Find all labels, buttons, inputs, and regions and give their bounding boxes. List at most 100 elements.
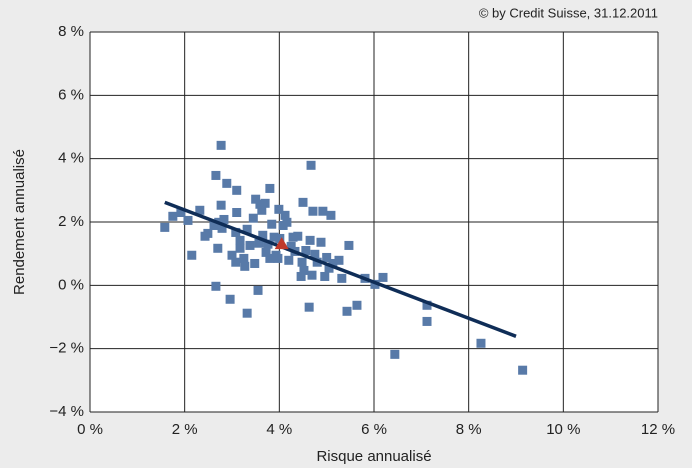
data-point [378,272,388,282]
data-point [307,270,317,280]
data-point [282,217,292,227]
data-point [168,211,178,221]
data-point [274,204,284,214]
data-point [211,170,221,180]
data-point [275,233,285,243]
x-tick-label: 8 % [456,421,482,438]
data-point [305,235,315,245]
y-tick-label: 2 % [58,213,84,230]
data-point [269,232,279,242]
data-point [242,224,252,234]
data-point [242,308,252,318]
data-point [299,265,309,275]
data-point [200,231,210,241]
y-axis-label: Rendement annualisé [11,149,28,295]
x-tick-label: 10 % [546,421,580,438]
data-point [222,178,232,188]
y-tick-label: −4 % [49,403,84,420]
data-point [320,271,330,281]
data-point [235,235,245,245]
y-tick-label: 6 % [58,86,84,103]
data-point [245,240,255,250]
highlight-point [274,237,289,250]
data-point [225,294,235,304]
data-point [187,250,197,260]
data-point [318,206,328,216]
data-point [301,246,311,255]
y-tick-label: −2 % [49,340,84,357]
data-point [293,231,303,241]
data-point [265,253,275,263]
data-point [273,253,283,263]
data-point [231,227,241,237]
data-point [235,243,245,253]
data-point [328,258,338,268]
data-point [260,198,270,208]
data-point [422,300,432,310]
data-point [390,349,400,359]
data-point [251,194,261,204]
data-point [306,160,316,170]
data-point [308,206,318,216]
data-point [240,261,250,271]
data-point [254,238,264,248]
data-point [227,250,237,260]
data-point [176,208,186,217]
data-point [219,214,229,224]
data-point [334,255,344,265]
data-point [195,205,205,215]
x-tick-label: 12 % [641,421,675,438]
data-point [286,241,296,251]
x-axis-label: Risque annualisé [316,448,431,465]
data-point [183,215,193,225]
data-point [265,183,275,193]
data-point [217,223,227,233]
data-point [518,365,528,375]
source-note: © by Credit Suisse, 31.12.2011 [479,5,658,20]
data-point [209,220,219,230]
data-point [261,247,271,257]
data-point [304,302,314,312]
data-point [344,240,354,250]
data-point [342,306,352,316]
data-point [213,243,223,253]
data-point [280,210,290,220]
data-point [248,213,258,223]
x-tick-label: 4 % [266,421,292,438]
trend-line [164,200,517,338]
data-point [160,222,170,232]
data-point [258,230,268,240]
data-point [250,258,260,268]
data-point [298,197,308,207]
data-point [476,338,486,348]
data-point [232,185,242,195]
y-tick-label: 4 % [58,150,84,167]
data-point [296,271,306,281]
data-point [216,200,226,210]
data-point [288,232,298,242]
data-point [232,208,242,217]
data-point [267,219,277,229]
data-point [316,237,326,247]
data-point [257,205,267,215]
data-point [211,281,221,291]
data-point [352,300,362,310]
data-point [337,273,347,283]
data-point [422,316,432,326]
data-point [284,255,294,265]
data-point [216,140,226,150]
data-point [310,249,320,259]
y-tick-label: 8 % [58,23,84,40]
data-point [253,285,263,295]
x-tick-label: 0 % [77,421,103,438]
data-point [255,199,265,209]
x-tick-label: 2 % [172,421,198,438]
data-point [297,257,307,267]
y-tick-label: 0 % [58,276,84,293]
x-tick-label: 6 % [361,421,387,438]
data-point [263,239,273,249]
data-point [326,210,336,220]
data-point [231,257,241,267]
data-point [324,263,334,273]
